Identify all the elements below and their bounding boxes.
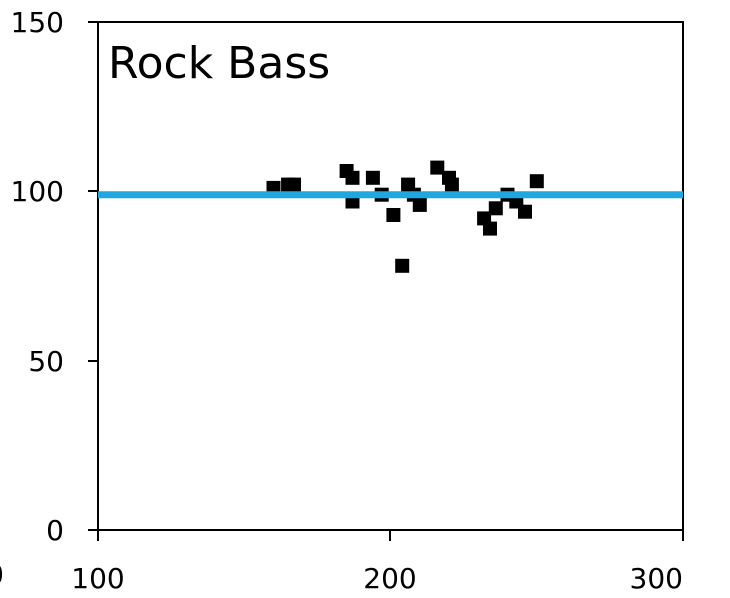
data-point-9 (386, 208, 401, 222)
data-point-10 (395, 258, 410, 273)
x-tick-label: 300 (630, 562, 683, 595)
data-point-23 (529, 174, 544, 189)
data-point-18 (483, 221, 497, 236)
data-point-14 (430, 160, 445, 175)
y-tick-label: 150 (11, 6, 64, 39)
plot-frame (97, 21, 684, 531)
y-tick-label: 50 (28, 345, 64, 378)
x-tick-label: 200 (363, 562, 416, 595)
data-point-3 (287, 177, 301, 192)
y-tick-label: 100 (11, 175, 64, 208)
data-point-13 (412, 197, 427, 212)
data-point-16 (444, 177, 459, 192)
data-point-7 (365, 170, 380, 185)
x-axis: 100 200 300 (71, 530, 684, 595)
y-axis: 0 50 100 150 (11, 6, 98, 547)
data-point-5 (345, 170, 360, 185)
x-tick-label: 100 (71, 562, 124, 595)
y-tick-label: 0 (46, 514, 64, 547)
data-point-19 (488, 201, 503, 216)
data-points (266, 160, 544, 273)
data-point-22 (518, 204, 532, 219)
offpage-tick-label: 0 (0, 558, 4, 591)
chart-title: Rock Bass (108, 38, 330, 89)
